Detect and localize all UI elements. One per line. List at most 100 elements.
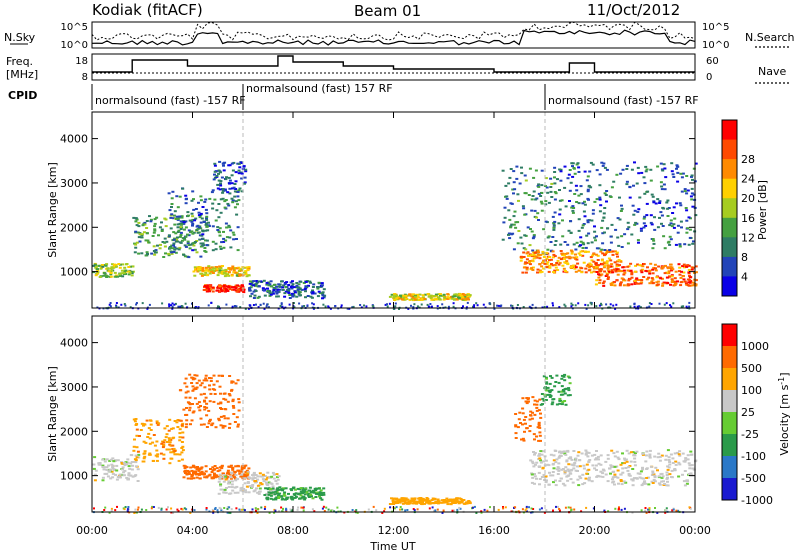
scatter-cell bbox=[410, 298, 414, 301]
scatter-cell bbox=[340, 304, 343, 307]
scatter-cell bbox=[265, 497, 269, 500]
scatter-cell bbox=[540, 270, 544, 273]
scatter-cell bbox=[595, 247, 599, 250]
scatter-cell bbox=[227, 486, 231, 488]
scatter-cell bbox=[131, 464, 134, 467]
scatter-cell bbox=[626, 221, 630, 224]
scatter-cell bbox=[620, 207, 624, 210]
scatter-cell bbox=[658, 202, 662, 204]
scatter-cell bbox=[608, 467, 612, 470]
scatter-cell bbox=[280, 506, 283, 509]
scatter-cell bbox=[559, 477, 563, 480]
scatter-cell bbox=[232, 269, 236, 272]
scatter-cell bbox=[681, 275, 685, 278]
scatter-cell bbox=[550, 182, 554, 185]
scatter-cell bbox=[483, 508, 486, 511]
scatter-cell bbox=[652, 201, 656, 204]
scatter-cell bbox=[571, 304, 574, 306]
scatter-cell bbox=[289, 496, 293, 499]
scatter-cell bbox=[213, 388, 217, 391]
scatter-cell bbox=[419, 502, 423, 505]
scatter-cell bbox=[594, 464, 598, 467]
scatter-cell bbox=[198, 409, 202, 412]
scatter-cell bbox=[682, 480, 686, 483]
scatter-cell bbox=[528, 418, 532, 421]
scatter-cell bbox=[546, 261, 550, 264]
scatter-cell bbox=[236, 491, 240, 494]
scatter-cell bbox=[204, 396, 208, 399]
scatter-cell bbox=[662, 183, 666, 186]
scatter-cell bbox=[517, 230, 521, 232]
scatter-cell bbox=[539, 439, 542, 442]
scatter-cell bbox=[670, 269, 674, 272]
scatter-cell bbox=[542, 259, 546, 262]
scatter-cell bbox=[562, 375, 566, 378]
scatter-cell bbox=[151, 505, 154, 508]
scatter-cell bbox=[598, 210, 602, 213]
colorbar-tick-label: -100 bbox=[741, 450, 766, 463]
scatter-cell bbox=[611, 271, 615, 274]
scatter-cell bbox=[235, 507, 238, 510]
scatter-cell bbox=[429, 297, 433, 299]
scatter-cell bbox=[640, 279, 644, 281]
scatter-cell bbox=[198, 477, 202, 480]
scatter-cell bbox=[549, 190, 553, 193]
cpid-label: CPID bbox=[8, 89, 37, 102]
velocity-heatmap bbox=[92, 373, 698, 514]
scatter-cell bbox=[559, 170, 563, 173]
scatter-cell bbox=[287, 492, 290, 495]
scatter-cell bbox=[206, 229, 210, 232]
scatter-cell bbox=[211, 225, 215, 228]
scatter-cell bbox=[580, 267, 584, 270]
scatter-cell bbox=[549, 394, 553, 397]
scatter-cell bbox=[670, 476, 674, 479]
scatter-cell bbox=[205, 215, 209, 218]
scatter-cell bbox=[688, 276, 692, 279]
scatter-cell bbox=[553, 211, 557, 214]
scatter-cell bbox=[205, 212, 209, 215]
scatter-cell bbox=[574, 253, 577, 256]
scatter-cell bbox=[663, 303, 666, 306]
scatter-cell bbox=[536, 268, 540, 271]
scatter-cell bbox=[242, 473, 246, 476]
scatter-cell bbox=[149, 218, 153, 221]
scatter-cell bbox=[558, 508, 561, 510]
scatter-cell bbox=[250, 281, 254, 284]
scatter-cell bbox=[162, 453, 166, 456]
scatter-cell bbox=[179, 220, 183, 223]
scatter-cell bbox=[629, 305, 632, 308]
scatter-cell bbox=[281, 510, 284, 513]
scatter-cell bbox=[585, 451, 589, 454]
scatter-cell bbox=[203, 400, 207, 403]
scatter-cell bbox=[402, 497, 406, 500]
scatter-cell bbox=[463, 502, 467, 505]
scatter-cell bbox=[243, 482, 247, 485]
scatter-cell bbox=[217, 417, 221, 420]
scatter-cell bbox=[621, 471, 625, 474]
scatter-cell bbox=[669, 238, 673, 241]
scatter-cell bbox=[404, 502, 407, 505]
scatter-cell bbox=[146, 253, 149, 255]
scatter-cell bbox=[183, 238, 187, 241]
scatter-cell bbox=[613, 284, 617, 287]
scatter-cell bbox=[662, 235, 666, 238]
scatter-cell bbox=[443, 296, 447, 299]
scatter-cell bbox=[143, 450, 147, 453]
scatter-cell bbox=[172, 217, 176, 220]
scatter-cell bbox=[570, 162, 574, 165]
scatter-cell bbox=[550, 196, 554, 198]
scatter-cell bbox=[200, 470, 204, 473]
scatter-cell bbox=[130, 468, 134, 471]
scatter-cell bbox=[548, 266, 552, 269]
scatter-cell bbox=[172, 214, 176, 217]
scatter-cell bbox=[163, 241, 167, 244]
scatter-cell bbox=[198, 268, 202, 271]
scatter-cell bbox=[297, 506, 300, 509]
scatter-cell bbox=[623, 507, 626, 510]
scatter-cell bbox=[209, 380, 213, 382]
scatter-cell bbox=[687, 269, 691, 271]
scatter-cell bbox=[253, 284, 257, 287]
scatter-cell bbox=[512, 215, 516, 218]
scatter-cell bbox=[218, 245, 222, 248]
